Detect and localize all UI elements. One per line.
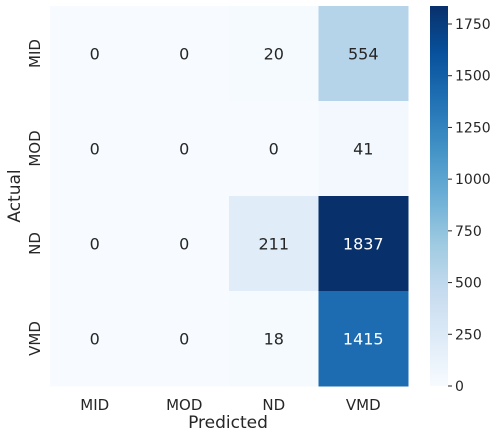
cell-value-label: 211 — [258, 235, 289, 254]
cell-value-label: 20 — [264, 45, 284, 64]
colorbar-tick-label: 1750 — [455, 17, 491, 33]
heatmap-cell — [50, 291, 140, 387]
x-tick-label: ND — [262, 396, 285, 414]
heatmap-cell — [50, 101, 140, 197]
colorbar-tick-label: 500 — [455, 276, 482, 292]
cell-value-label: 41 — [353, 140, 373, 159]
heatmap-cell — [139, 6, 230, 102]
y-tick-label: ND — [26, 232, 44, 255]
heatmap-cells — [50, 6, 409, 387]
heatmap-cell — [229, 196, 319, 292]
cell-value-label: 0 — [90, 235, 100, 254]
x-axis-title: Predicted — [188, 413, 268, 433]
cell-value-label: 0 — [179, 45, 189, 64]
heatmap-cell — [139, 291, 230, 387]
cell-value-label: 0 — [179, 235, 189, 254]
heatmap-cell — [139, 101, 230, 197]
colorbar-tick-label: 1500 — [455, 69, 491, 85]
heatmap-cell — [229, 101, 319, 197]
y-axis-title: Actual — [5, 169, 25, 222]
colorbar-tick-label: 750 — [455, 224, 482, 240]
heatmap-cell — [229, 6, 319, 102]
y-tick-label: VMD — [26, 321, 44, 356]
heatmap-cell — [318, 6, 409, 102]
heatmap-cell — [50, 6, 140, 102]
heatmap-cell-labels: 0 0 20 554 0 0 0 41 0 0 211 1837 0 0 18 1415 — [90, 45, 384, 349]
x-tick-label: VMD — [346, 396, 381, 414]
cell-value-label: 0 — [179, 330, 189, 349]
cell-value-label: 0 — [90, 45, 100, 64]
x-tick-label: MOD — [166, 396, 202, 414]
x-axis-ticks: MID MOD ND VMD — [80, 396, 380, 414]
heatmap-cell — [139, 196, 230, 292]
heatmap-cell — [50, 196, 140, 292]
heatmap-cell — [318, 291, 409, 387]
cell-value-label: 0 — [90, 330, 100, 349]
cell-value-label: 554 — [348, 45, 379, 64]
colorbar-tick-label: 250 — [455, 327, 482, 343]
x-tick-label: MID — [80, 396, 109, 414]
cell-value-label: 1837 — [343, 235, 384, 254]
cell-value-label: 18 — [264, 330, 284, 349]
y-tick-label: MID — [26, 39, 44, 68]
cell-value-label: 0 — [179, 140, 189, 159]
heatmap-cell — [318, 101, 409, 197]
heatmap-cell — [229, 291, 319, 387]
colorbar-tick-label: 0 — [455, 379, 464, 395]
colorbar-ticks: 0 250 500 750 1000 1250 1500 1750 — [448, 17, 491, 395]
y-axis-ticks: MID MOD ND VMD — [26, 39, 44, 356]
cell-value-label: 0 — [269, 140, 279, 159]
colorbar-tick-label: 1250 — [455, 120, 491, 136]
colorbar-tick-label: 1000 — [455, 172, 491, 188]
heatmap-cell — [318, 196, 409, 292]
cell-value-label: 0 — [90, 140, 100, 159]
y-tick-label: MOD — [26, 130, 44, 166]
colorbar — [430, 6, 448, 386]
cell-value-label: 1415 — [343, 330, 384, 349]
